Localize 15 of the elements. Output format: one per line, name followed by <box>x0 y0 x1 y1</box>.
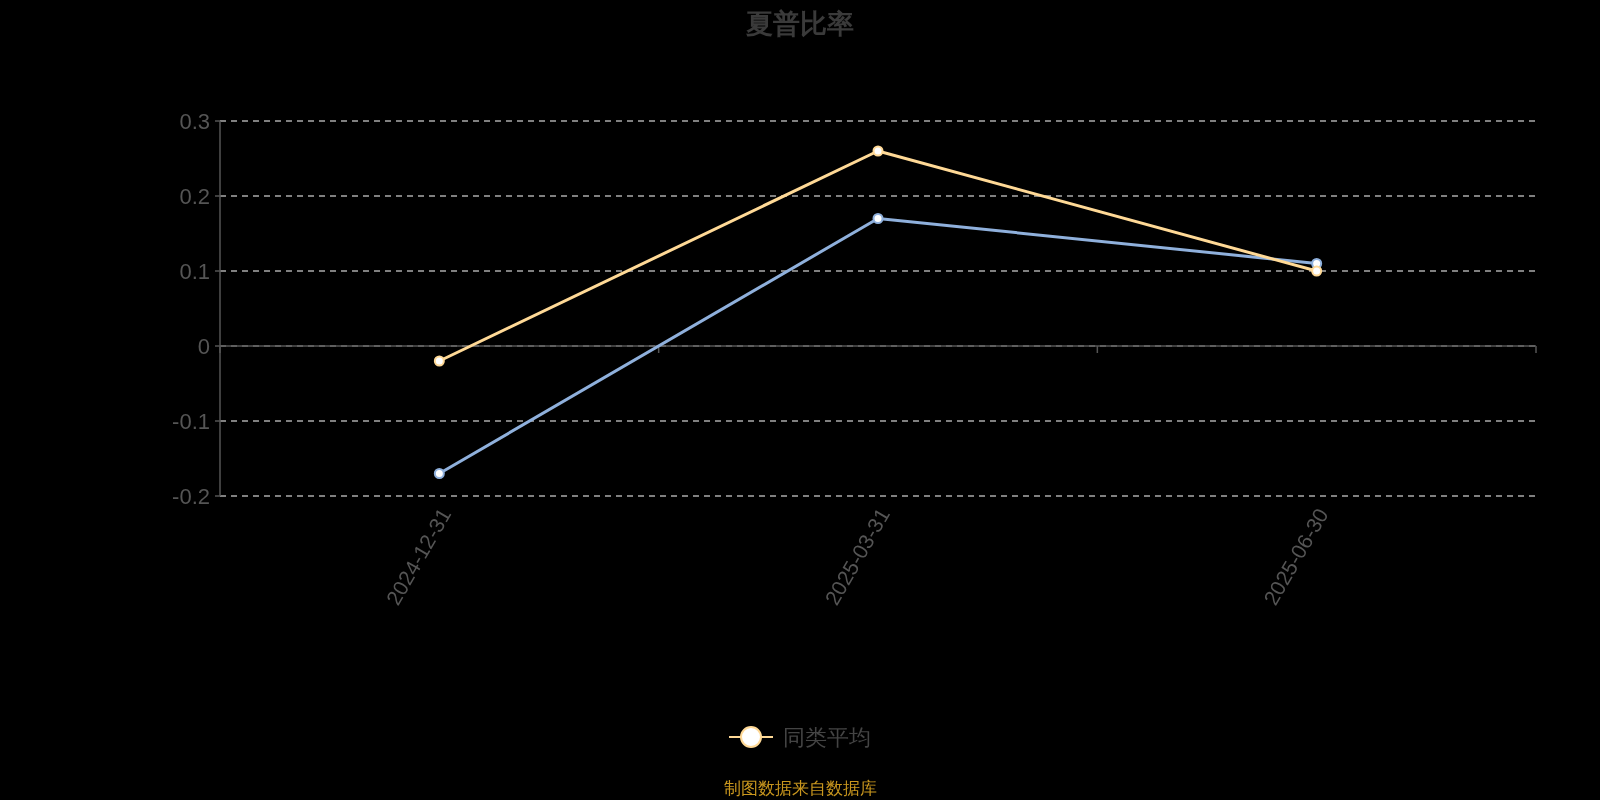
point <box>433 355 445 367</box>
point <box>1311 265 1323 277</box>
y-tick-label: 0.1 <box>179 258 210 284</box>
y-tick-label: 0.3 <box>179 108 210 134</box>
y-tick-label: -0.1 <box>172 408 210 434</box>
legend-label: 同类平均 <box>783 724 871 750</box>
point <box>433 468 445 479</box>
text: 制图数据来自数据库 <box>723 778 877 798</box>
point <box>872 145 884 157</box>
y-tick-label: 0 <box>197 333 210 359</box>
y-tick-label: 0.2 <box>179 183 210 209</box>
y-tick-label: -0.2 <box>172 483 210 509</box>
legend: 同类平均 <box>728 724 871 750</box>
chart-title: 夏普比率 <box>745 9 854 39</box>
point <box>872 213 884 224</box>
